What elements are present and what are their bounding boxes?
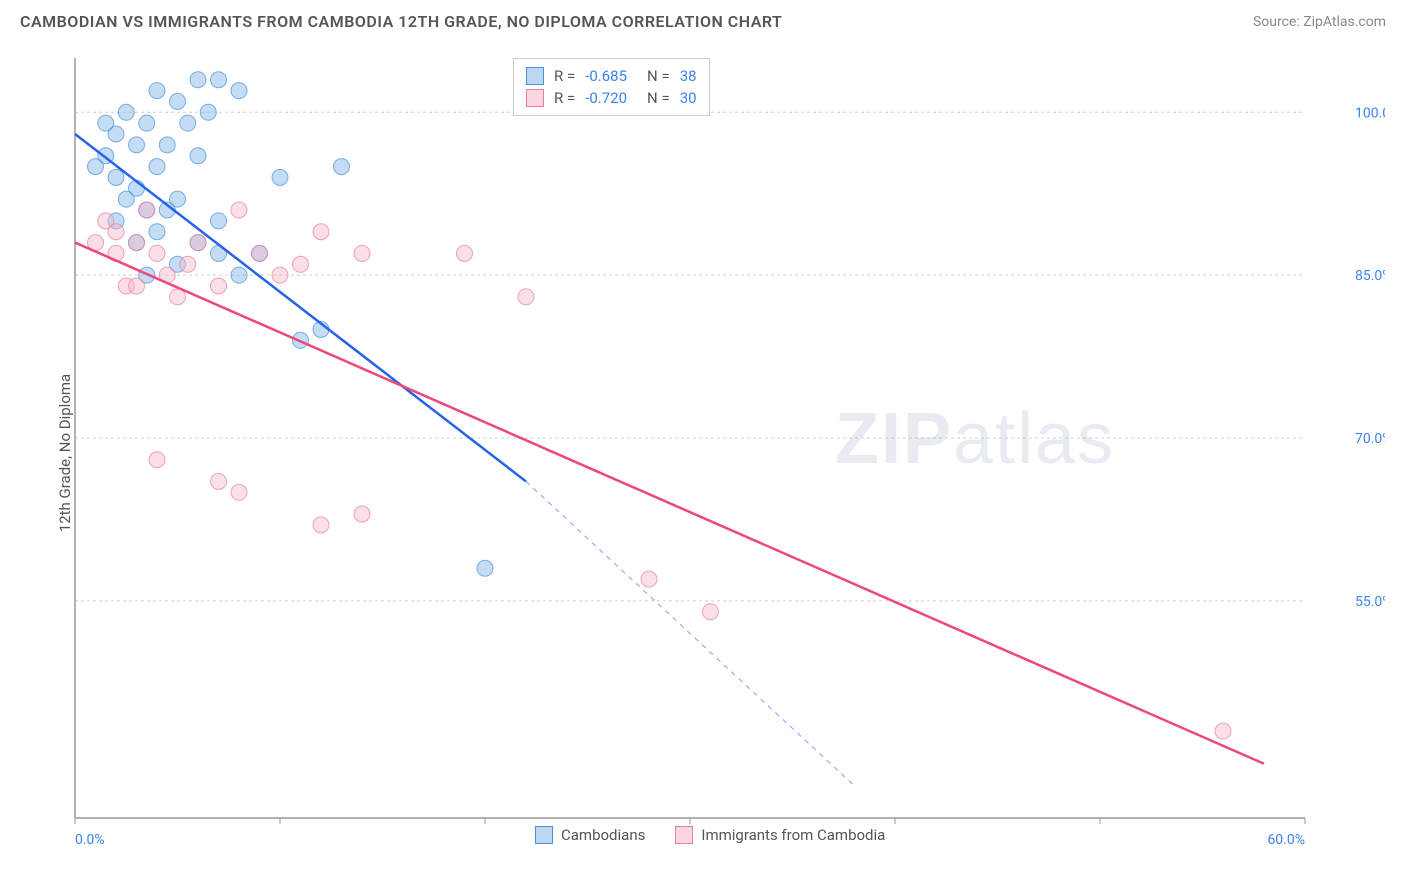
r-label: R = <box>554 89 575 107</box>
svg-text:70.0%: 70.0% <box>1355 431 1385 447</box>
legend-series: Cambodians Immigrants from Cambodia <box>535 826 885 844</box>
n-label: N = <box>647 67 670 85</box>
legend-series-label: Cambodians <box>561 826 645 844</box>
n-label: N = <box>647 89 670 107</box>
legend-swatch <box>526 67 544 85</box>
legend-swatch <box>535 826 553 844</box>
svg-text:60.0%: 60.0% <box>1267 832 1305 848</box>
header: CAMBODIAN VS IMMIGRANTS FROM CAMBODIA 12… <box>0 0 1406 39</box>
legend-swatch <box>526 89 544 107</box>
r-value: -0.685 <box>585 67 627 85</box>
n-value: 30 <box>680 89 697 107</box>
scatter-chart: 55.0% 70.0% 85.0% 100.0% 0.0% 60.0% <box>55 48 1385 858</box>
svg-text:0.0%: 0.0% <box>75 832 105 848</box>
chart-area: 12th Grade, No Diploma 55.0% 70.0% 85.0% 10… <box>55 48 1385 858</box>
legend-stats: R = -0.685 N = 38 R = -0.720 N = 30 <box>513 58 710 116</box>
n-value: 38 <box>680 67 697 85</box>
legend-series-item: Cambodians <box>535 826 645 844</box>
legend-series-item: Immigrants from Cambodia <box>675 826 885 844</box>
svg-text:85.0%: 85.0% <box>1355 268 1385 284</box>
chart-title: CAMBODIAN VS IMMIGRANTS FROM CAMBODIA 12… <box>20 12 782 31</box>
svg-text:55.0%: 55.0% <box>1355 594 1385 610</box>
legend-swatch <box>675 826 693 844</box>
source-label: Source: ZipAtlas.com <box>1253 14 1386 30</box>
r-label: R = <box>554 67 575 85</box>
legend-stat-row: R = -0.685 N = 38 <box>526 65 697 87</box>
y-axis-label: 12th Grade, No Diploma <box>56 374 74 532</box>
legend-series-label: Immigrants from Cambodia <box>701 826 885 844</box>
svg-text:100.0%: 100.0% <box>1355 105 1385 121</box>
r-value: -0.720 <box>585 89 627 107</box>
legend-stat-row: R = -0.720 N = 30 <box>526 87 697 109</box>
